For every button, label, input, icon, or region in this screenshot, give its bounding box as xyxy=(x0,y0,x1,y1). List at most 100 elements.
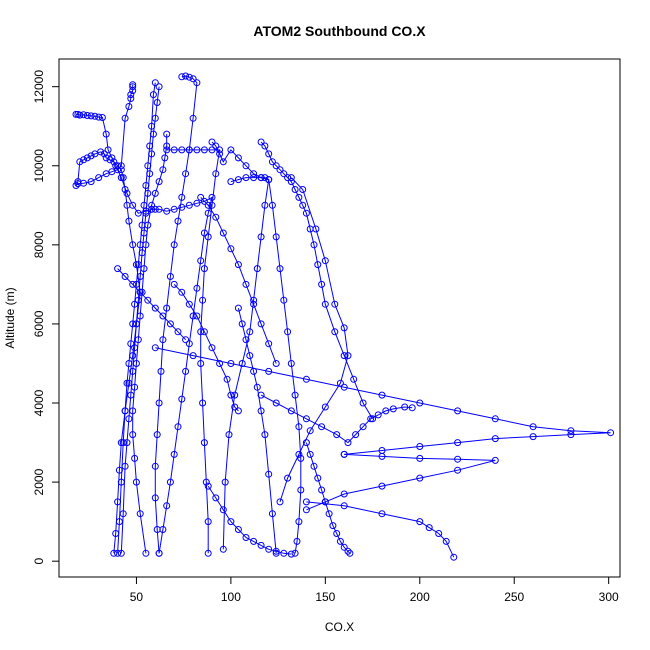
data-point xyxy=(454,439,462,447)
data-point xyxy=(246,352,254,360)
data-point xyxy=(340,324,348,332)
series-line xyxy=(260,394,413,444)
data-point xyxy=(155,549,163,557)
data-point xyxy=(72,110,80,118)
data-point xyxy=(185,73,193,81)
data-point xyxy=(340,543,348,551)
data-point xyxy=(174,217,182,225)
data-point xyxy=(416,443,424,450)
data-point xyxy=(119,439,127,447)
data-point xyxy=(257,138,265,146)
data-point xyxy=(87,112,95,120)
data-point xyxy=(329,522,337,530)
data-point xyxy=(163,146,171,154)
data-point xyxy=(178,395,186,403)
x-tick-label: 150 xyxy=(315,590,335,604)
data-point xyxy=(219,545,227,553)
data-point xyxy=(227,391,235,399)
x-tick-label: 100 xyxy=(221,590,241,604)
data-point xyxy=(170,205,178,213)
data-point xyxy=(149,130,157,138)
data-point xyxy=(234,261,242,269)
data-point xyxy=(221,478,229,486)
x-axis: 50 100 150 200 250 300 xyxy=(130,576,619,604)
data-point xyxy=(340,490,348,498)
data-point xyxy=(121,186,129,193)
data-point xyxy=(231,403,239,411)
data-point xyxy=(170,241,178,249)
series-line xyxy=(207,485,292,555)
data-point xyxy=(265,367,273,375)
y-axis-label: Altitude (m) xyxy=(3,287,17,348)
series-track xyxy=(302,450,499,514)
data-point xyxy=(129,201,137,209)
data-point xyxy=(280,549,288,557)
data-point xyxy=(344,439,352,447)
data-point xyxy=(204,233,212,241)
data-point xyxy=(142,549,150,557)
data-point xyxy=(131,454,139,462)
data-point xyxy=(299,186,307,193)
data-point xyxy=(112,162,120,170)
data-point xyxy=(261,174,269,182)
data-point xyxy=(117,174,125,182)
data-point xyxy=(302,498,310,506)
data-point xyxy=(155,205,163,213)
data-point xyxy=(346,549,354,557)
data-point xyxy=(219,506,227,514)
data-point xyxy=(416,454,424,462)
data-point xyxy=(197,257,205,265)
series-line xyxy=(120,86,160,554)
data-point xyxy=(200,328,208,336)
series-line xyxy=(200,197,277,364)
data-point xyxy=(374,411,382,419)
data-point xyxy=(272,233,280,241)
data-point xyxy=(197,328,205,336)
data-point xyxy=(208,344,216,352)
data-point xyxy=(350,375,358,383)
data-point xyxy=(185,300,193,308)
data-point xyxy=(331,328,339,336)
data-point xyxy=(268,201,276,209)
data-point xyxy=(312,225,320,233)
data-point xyxy=(287,174,295,182)
data-point xyxy=(155,178,163,186)
data-point xyxy=(129,241,137,249)
data-point xyxy=(378,391,386,399)
series-track xyxy=(276,174,352,506)
data-point xyxy=(166,320,174,328)
data-point xyxy=(95,174,103,182)
data-point xyxy=(161,154,169,162)
data-point xyxy=(336,537,344,545)
data-point xyxy=(295,518,303,526)
data-point xyxy=(72,182,80,189)
data-point xyxy=(121,407,129,415)
series-track xyxy=(197,193,280,367)
series-line xyxy=(154,75,198,554)
data-point xyxy=(208,138,216,146)
data-point xyxy=(151,189,159,197)
data-point xyxy=(166,273,174,280)
data-point xyxy=(454,407,462,415)
data-point xyxy=(204,201,212,209)
data-point xyxy=(204,482,212,490)
data-point xyxy=(344,547,352,555)
series-track xyxy=(257,138,377,423)
series-track xyxy=(234,304,280,557)
x-tick-label: 50 xyxy=(130,590,144,604)
data-point xyxy=(234,176,242,184)
data-point xyxy=(136,288,144,296)
data-point xyxy=(250,300,258,308)
series-line xyxy=(211,141,270,550)
data-point xyxy=(178,73,186,81)
data-point xyxy=(257,541,265,549)
data-point xyxy=(212,494,220,502)
data-point xyxy=(227,178,235,186)
series-line xyxy=(279,177,349,503)
series-line xyxy=(166,149,221,554)
data-point xyxy=(265,340,273,348)
data-point xyxy=(302,415,310,423)
data-point xyxy=(155,83,163,91)
y-tick-label: 0 xyxy=(32,558,46,565)
data-point xyxy=(212,170,220,178)
